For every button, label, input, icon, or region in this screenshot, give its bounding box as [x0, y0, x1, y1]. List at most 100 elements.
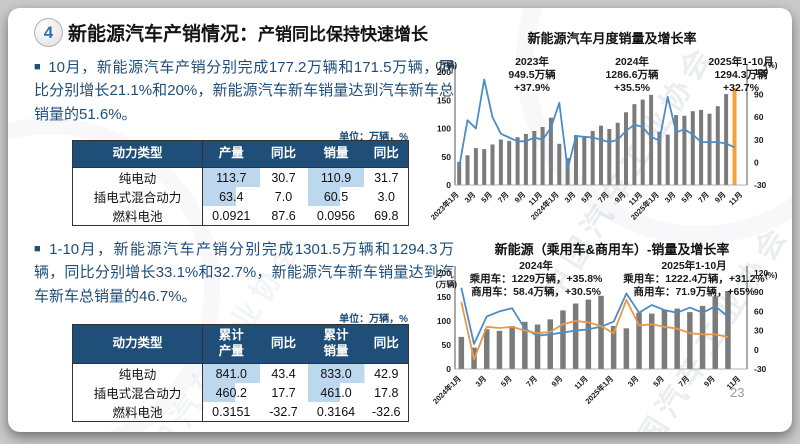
bar [532, 131, 537, 185]
chart-annotation-line: +37.9% [514, 82, 550, 95]
value-cell: 0.3151 [212, 404, 251, 419]
pv-cv-sales-growth-chart: 0 50 100 150 200 -30 0 30 60 90 120 (万辆) (%) 2024年1月 3… [430, 266, 778, 406]
bullet-square-icon: ■ [34, 61, 42, 73]
chart-annotation-line: 2024年 [615, 56, 649, 68]
bar [607, 129, 612, 185]
page-title-main: 新能源汽车产销情况： [68, 24, 259, 45]
left-axis-tick-label: 150 [437, 292, 451, 302]
value-cell: -32.6 [372, 404, 401, 419]
bar [523, 133, 528, 185]
value-cell: 87.6 [271, 208, 296, 223]
bar [522, 321, 528, 369]
column-header: 同比 [364, 324, 409, 364]
chart-annotation-line: 商用车：71.9万辆，+65% [633, 286, 755, 299]
bar [599, 125, 603, 185]
chart-annotation-line: 乘用车：1229万辆，+35.8% [469, 273, 603, 286]
right-axis-unit-label: (%) [765, 61, 778, 70]
value-cell: 30.7 [271, 170, 296, 185]
value-cell: 60.5 [307, 187, 365, 206]
chart-annotation-line: 1294.3万辆 [714, 69, 768, 82]
bullet-ytd-summary: ■ 1-10月，新能源汽车产销分别完成1301.5万辆和1294.3万辆，同比分别… [34, 238, 454, 308]
value-cell: 3.0 [377, 189, 395, 204]
page-title-sub: 产销同比保持快速增长 [258, 25, 429, 44]
bar [473, 148, 478, 185]
value-cell: 17.8 [374, 385, 399, 400]
bar [484, 329, 490, 369]
growth-line [458, 78, 735, 171]
x-axis-tick-label: 5月 [479, 190, 494, 205]
highlighted-bar [732, 88, 737, 185]
bar [498, 139, 503, 185]
chart-annotation-line: 2023年 [515, 56, 549, 68]
left-axis-tick-label: 200 [437, 268, 451, 278]
right-axis-tick-label: 90 [754, 90, 764, 100]
bar [640, 99, 645, 185]
value-cell: 113.7 [202, 167, 260, 187]
table-row: 燃料电池 0.0921 87.6 0.0956 69.8 [72, 206, 409, 226]
right-axis-tick-label: -30 [754, 364, 767, 374]
x-axis-tick-label: 3月 [563, 190, 578, 205]
unit-label: 单位：万辆，% [339, 132, 408, 143]
right-axis-tick-label: 120 [754, 268, 768, 278]
value-cell: 0.0956 [316, 208, 356, 223]
bar [707, 113, 712, 185]
bar [674, 115, 679, 185]
x-axis-tick-label: 11月 [572, 374, 589, 391]
row-label-cell: 插电式混合动力 [72, 187, 203, 206]
bar [624, 112, 628, 185]
x-axis-tick-label: 11月 [727, 190, 744, 207]
bar [507, 140, 512, 185]
bar [540, 127, 545, 185]
x-axis-tick-label: 9月 [513, 190, 528, 205]
bar [682, 115, 687, 185]
column-header: 累计 产量 [202, 324, 260, 364]
table-row: 插电式混合动力 63.4 7.0 60.5 3.0 [72, 187, 409, 206]
value-cell: 0.0921 [212, 208, 251, 223]
bar [515, 137, 520, 185]
left-axis-tick-label: 0 [446, 180, 451, 190]
left-axis-tick-label: 100 [437, 316, 451, 326]
chart-annotation: 2025年1-10月 1294.3万辆 +32.7% [670, 56, 792, 95]
right-axis-tick-label: 60 [754, 112, 764, 122]
value-cell: 43.4 [271, 366, 296, 381]
slide-number-badge: 4 [34, 18, 63, 47]
bar [572, 303, 579, 369]
right-axis-tick-label: 0 [754, 157, 759, 167]
bar [585, 299, 592, 369]
row-label-cell: 燃料电池 [72, 206, 203, 226]
value-cell: 0.3164 [316, 404, 356, 419]
value-cell: 17.7 [271, 385, 296, 400]
table-row: 燃料电池 0.3151 -32.7 0.3164 -32.6 [72, 402, 409, 422]
value-cell: -32.7 [269, 404, 298, 419]
x-axis-tick-label: 9月 [613, 190, 628, 205]
x-axis-tick-label: 5月 [680, 190, 695, 205]
row-label-cell: 插电式混合动力 [72, 383, 203, 402]
pv-cv-chart-title: 新能源（乘用车&商用车）-销量及增长率 [494, 242, 730, 257]
x-axis-tick-label: 2023年1月 [428, 189, 460, 221]
x-axis-tick-label: 2024年1月 [430, 373, 462, 405]
x-axis-tick-label: 7月 [524, 374, 539, 389]
bar [590, 131, 595, 185]
value-cell: 31.7 [374, 170, 399, 185]
table-row: 插电式混合动力 460.2 17.7 461.0 17.8 [72, 383, 409, 402]
column-header: 销量 [307, 140, 365, 168]
bar [548, 117, 553, 185]
bar [465, 155, 470, 185]
bar [699, 305, 706, 369]
bullet-october-summary: ■ 10月，新能源汽车产销分别完成177.2万辆和171.5万辆，同比分别增长21… [34, 56, 454, 126]
column-header: 动力类型 [72, 324, 203, 364]
bar [482, 149, 487, 185]
x-axis-tick-label: 3月 [663, 190, 678, 205]
x-axis-tick-label: 7月 [677, 374, 692, 389]
bar [457, 161, 462, 185]
column-header: 同比 [259, 140, 308, 168]
bar [610, 326, 617, 369]
chart-annotation: 2024年 乘用车：1229万辆，+35.8% 商用车：58.4万辆，+30.5% [446, 260, 626, 299]
table-row: 纯电动 113.7 30.7 110.9 31.7 [72, 167, 409, 187]
right-axis-tick-label: 90 [754, 287, 764, 297]
value-cell: 461.0 [307, 383, 365, 402]
right-axis-tick-label: 0 [754, 345, 759, 355]
bar [665, 134, 670, 185]
cumulative-power-type-table: 动力类型 累计 产量 同比 累计 销量 同比 纯电动 841.0 43.4 833.0 42.9 插电式… [72, 324, 409, 422]
left-axis-tick-label: 200 [437, 67, 451, 77]
